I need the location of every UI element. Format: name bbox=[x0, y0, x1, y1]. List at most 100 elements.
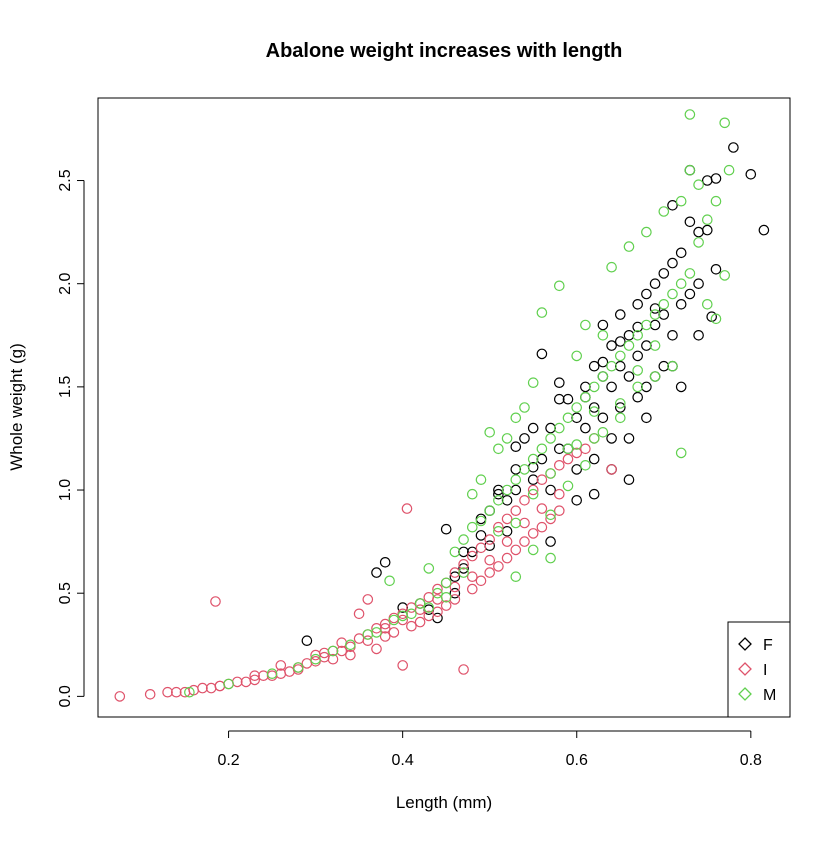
plot-frame bbox=[97, 97, 791, 718]
data-point bbox=[327, 645, 339, 657]
data-point bbox=[641, 319, 652, 331]
data-point bbox=[371, 622, 382, 634]
data-point bbox=[658, 360, 670, 372]
data-point bbox=[623, 329, 635, 341]
data-point bbox=[684, 164, 696, 176]
data-point bbox=[162, 686, 173, 698]
series-M bbox=[184, 109, 735, 698]
data-point bbox=[614, 360, 626, 372]
y-tick-label: 1.5 bbox=[57, 376, 74, 398]
data-point bbox=[493, 521, 504, 533]
data-point bbox=[475, 513, 487, 525]
data-point bbox=[562, 412, 574, 424]
data-point bbox=[240, 676, 252, 688]
data-point bbox=[423, 602, 435, 613]
data-point bbox=[266, 668, 278, 679]
data-point bbox=[758, 224, 770, 236]
data-point bbox=[562, 443, 574, 455]
data-point bbox=[641, 226, 652, 238]
data-point bbox=[597, 412, 609, 424]
data-point bbox=[184, 686, 195, 698]
data-point bbox=[597, 371, 609, 382]
data-point bbox=[693, 329, 704, 341]
data-point bbox=[536, 348, 548, 360]
data-point bbox=[501, 433, 513, 444]
data-point bbox=[527, 484, 539, 496]
data-point bbox=[571, 402, 582, 413]
data-point bbox=[484, 534, 495, 545]
data-point bbox=[684, 268, 696, 279]
data-point bbox=[536, 521, 548, 533]
data-point bbox=[432, 606, 443, 618]
data-point bbox=[623, 433, 635, 444]
data-point bbox=[449, 581, 461, 593]
y-axis-label: Whole weight (g) bbox=[7, 343, 26, 471]
data-point bbox=[510, 571, 522, 582]
data-point bbox=[658, 298, 670, 310]
data-point bbox=[693, 226, 704, 238]
data-point bbox=[693, 278, 704, 289]
data-point bbox=[510, 505, 522, 516]
data-point bbox=[632, 381, 643, 393]
data-point bbox=[527, 474, 539, 485]
data-point bbox=[466, 546, 478, 558]
data-point bbox=[571, 494, 582, 506]
y-tick-label: 1.0 bbox=[57, 479, 74, 501]
data-point bbox=[379, 622, 391, 634]
data-point bbox=[232, 676, 243, 688]
data-point bbox=[632, 298, 643, 310]
data-point bbox=[423, 591, 435, 603]
data-point bbox=[527, 488, 539, 500]
data-point bbox=[684, 216, 696, 228]
data-point bbox=[580, 422, 591, 434]
data-point bbox=[345, 639, 356, 651]
data-point bbox=[510, 464, 522, 475]
data-point bbox=[623, 340, 635, 351]
data-point bbox=[614, 402, 626, 413]
data-point bbox=[553, 280, 565, 292]
data-point bbox=[588, 433, 600, 444]
data-point bbox=[362, 594, 374, 605]
data-point bbox=[606, 261, 617, 273]
data-point bbox=[658, 206, 670, 217]
data-point bbox=[493, 484, 504, 496]
data-point bbox=[458, 664, 469, 675]
data-point bbox=[406, 620, 417, 632]
data-point bbox=[458, 563, 469, 574]
data-point bbox=[675, 247, 687, 259]
data-point bbox=[493, 561, 504, 572]
data-point bbox=[710, 173, 722, 184]
data-point bbox=[536, 503, 548, 514]
y-tick-label: 0.0 bbox=[57, 685, 74, 707]
data-point bbox=[667, 200, 678, 211]
data-point bbox=[519, 402, 530, 413]
data-point bbox=[710, 313, 722, 325]
data-point bbox=[458, 546, 469, 558]
data-point bbox=[553, 377, 565, 388]
data-point bbox=[510, 484, 522, 496]
data-point bbox=[519, 494, 530, 506]
y-tick-label: 2.5 bbox=[57, 169, 74, 191]
data-point bbox=[693, 237, 704, 248]
data-point bbox=[545, 468, 556, 479]
data-point bbox=[562, 453, 574, 465]
data-point bbox=[510, 474, 522, 485]
x-tick-label: 0.2 bbox=[217, 752, 239, 769]
data-point bbox=[580, 381, 591, 393]
data-point bbox=[667, 288, 678, 300]
data-point bbox=[675, 298, 687, 310]
data-point bbox=[571, 412, 582, 424]
data-point bbox=[114, 691, 126, 702]
data-point bbox=[519, 433, 530, 444]
data-point bbox=[401, 503, 413, 514]
data-point bbox=[466, 521, 478, 533]
data-point bbox=[301, 635, 313, 646]
data-point bbox=[606, 433, 617, 444]
data-point bbox=[536, 474, 548, 485]
legend-marker-F bbox=[738, 637, 752, 651]
data-point bbox=[580, 443, 591, 455]
data-point bbox=[606, 381, 617, 393]
data-point bbox=[606, 360, 617, 372]
data-point bbox=[632, 365, 643, 376]
data-point bbox=[597, 356, 609, 368]
